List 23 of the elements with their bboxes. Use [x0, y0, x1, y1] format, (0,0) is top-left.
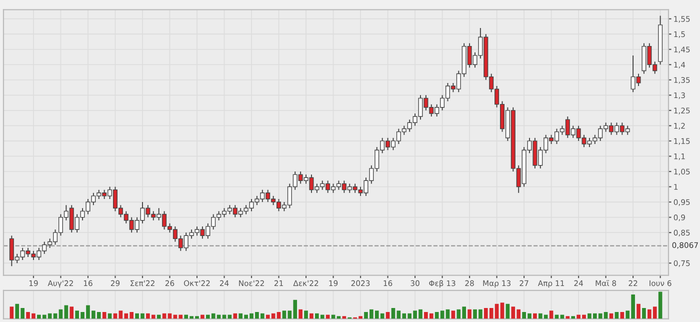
bar	[636, 304, 640, 319]
bar	[331, 314, 336, 319]
bar	[228, 314, 232, 319]
bar	[304, 310, 308, 319]
bar	[533, 313, 537, 319]
bar	[222, 314, 226, 319]
bar	[500, 302, 504, 319]
bar	[326, 314, 330, 319]
bar	[70, 306, 74, 319]
bar	[468, 309, 472, 319]
bar	[560, 314, 564, 319]
bar	[282, 310, 286, 319]
bar	[440, 310, 444, 319]
bar	[156, 314, 161, 319]
bar	[549, 310, 554, 319]
bar	[298, 309, 302, 319]
bar	[200, 314, 204, 319]
bar	[554, 314, 559, 319]
bar	[10, 306, 14, 319]
bar	[571, 316, 576, 319]
bar	[642, 308, 646, 319]
bar	[451, 310, 456, 319]
bar	[310, 313, 314, 319]
